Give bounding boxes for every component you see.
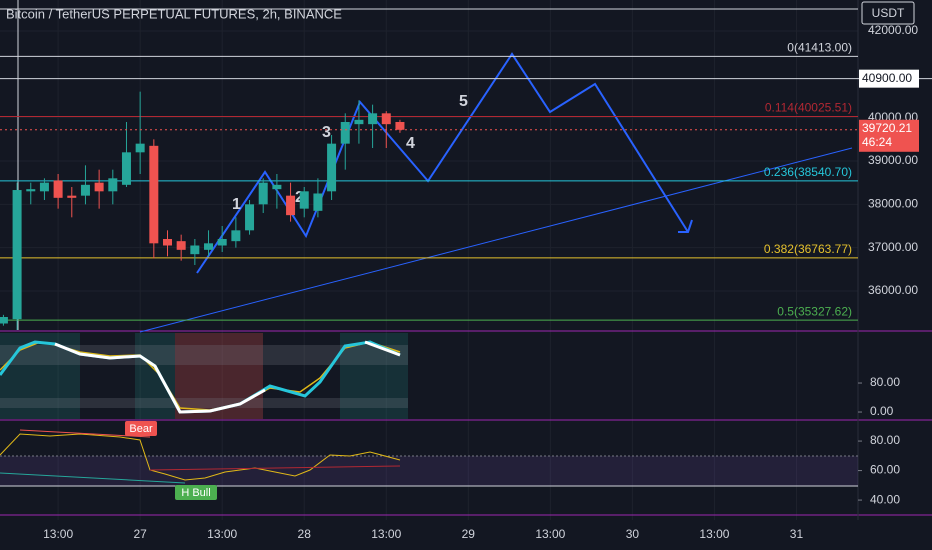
currency: USDT [872,6,905,20]
wave-label: 4 [406,135,415,152]
stoch-band [0,398,408,408]
x-tick-label: 13:00 [43,527,73,541]
candle-body [381,113,391,125]
stoch-zone [340,333,408,419]
candle-body [26,189,36,192]
price-line-box [859,69,919,88]
currency-box [861,1,915,25]
candle-body [204,243,214,250]
candle-body [231,230,241,242]
candle-body [39,182,49,192]
candle-body [53,180,63,198]
y-tick-label: 0.00 [870,404,894,418]
stoch-band [0,345,408,365]
candle-body [245,204,255,231]
candle-body [354,119,364,125]
y-tick-label: 39000.00 [868,153,918,167]
fib-label: 0(41413.00) [787,41,852,55]
stoch-k-highlight [54,340,401,414]
signal-label: H Bull [181,487,210,499]
y-tick-label: 80.00 [870,433,900,447]
candle-body [176,241,186,250]
countdown: 46:24 [862,135,892,149]
wave-label: 1 [232,196,241,213]
x-tick-label: 13:00 [371,527,401,541]
last-price-label: 39720.21 [862,121,912,135]
rsi-line [0,433,401,481]
signal-label: Bear [129,423,153,435]
price-line-label: 40900.00 [862,71,912,85]
y-tick-label: 42000.00 [868,23,918,37]
rsi-ma [149,465,401,471]
candle-body [121,152,131,185]
x-tick-label: 31 [790,527,804,541]
candle-body [67,195,77,198]
x-tick-label: 13:00 [207,527,237,541]
y-tick-label: 38000.00 [868,196,918,210]
candle-body [162,238,172,246]
x-tick-label: 13:00 [535,527,565,541]
y-tick-label: 80.00 [870,375,900,389]
candle-body [12,190,22,320]
rsi-band [0,456,858,486]
chart-title: Bitcoin / TetherUS PERPETUAL FUTURES, 2h… [6,6,342,21]
candle-body [299,191,309,209]
fib-label: 0.236(38540.70) [764,165,852,179]
candle-body [286,195,296,216]
candle-body [368,113,378,125]
candle-body [313,193,323,211]
x-tick-label: 29 [462,527,476,541]
x-tick-label: 28 [298,527,312,541]
wave-label: 2 [295,189,304,206]
y-tick-label: 37000.00 [868,240,918,254]
candle-body [340,121,350,144]
candle-body [190,245,200,255]
candle-body [135,143,145,153]
arrow-head [678,219,693,233]
x-tick-label: 30 [626,527,640,541]
stoch-zone [175,333,263,419]
candle-body [327,143,337,192]
y-tick-label: 60.00 [870,463,900,477]
divergence-line [0,472,186,484]
candle-body [258,182,268,205]
candle-body [217,238,227,246]
candle-body [149,145,159,244]
candle-body [80,184,90,196]
signal-badge [125,421,157,436]
x-tick-label: 13:00 [699,527,729,541]
wave-label: 5 [459,93,468,110]
candle-body [0,316,8,324]
candle-body [94,182,104,192]
y-tick-label: 36000.00 [868,283,918,297]
fib-label: 0.382(36763.77) [764,242,852,256]
trend-line [139,147,853,333]
wave-label: 3 [322,124,331,141]
stoch-zone [135,333,175,419]
x-tick-label: 27 [133,527,147,541]
candle-body [108,178,118,192]
last-price-box [859,119,919,152]
fib-label: 0.5(35327.62) [777,304,852,318]
candle-body [395,121,405,130]
candle-body [272,184,282,190]
fib-label: 0.114(40025.51) [765,101,852,115]
y-tick-label: 40.00 [870,492,900,506]
signal-badge [175,485,217,500]
